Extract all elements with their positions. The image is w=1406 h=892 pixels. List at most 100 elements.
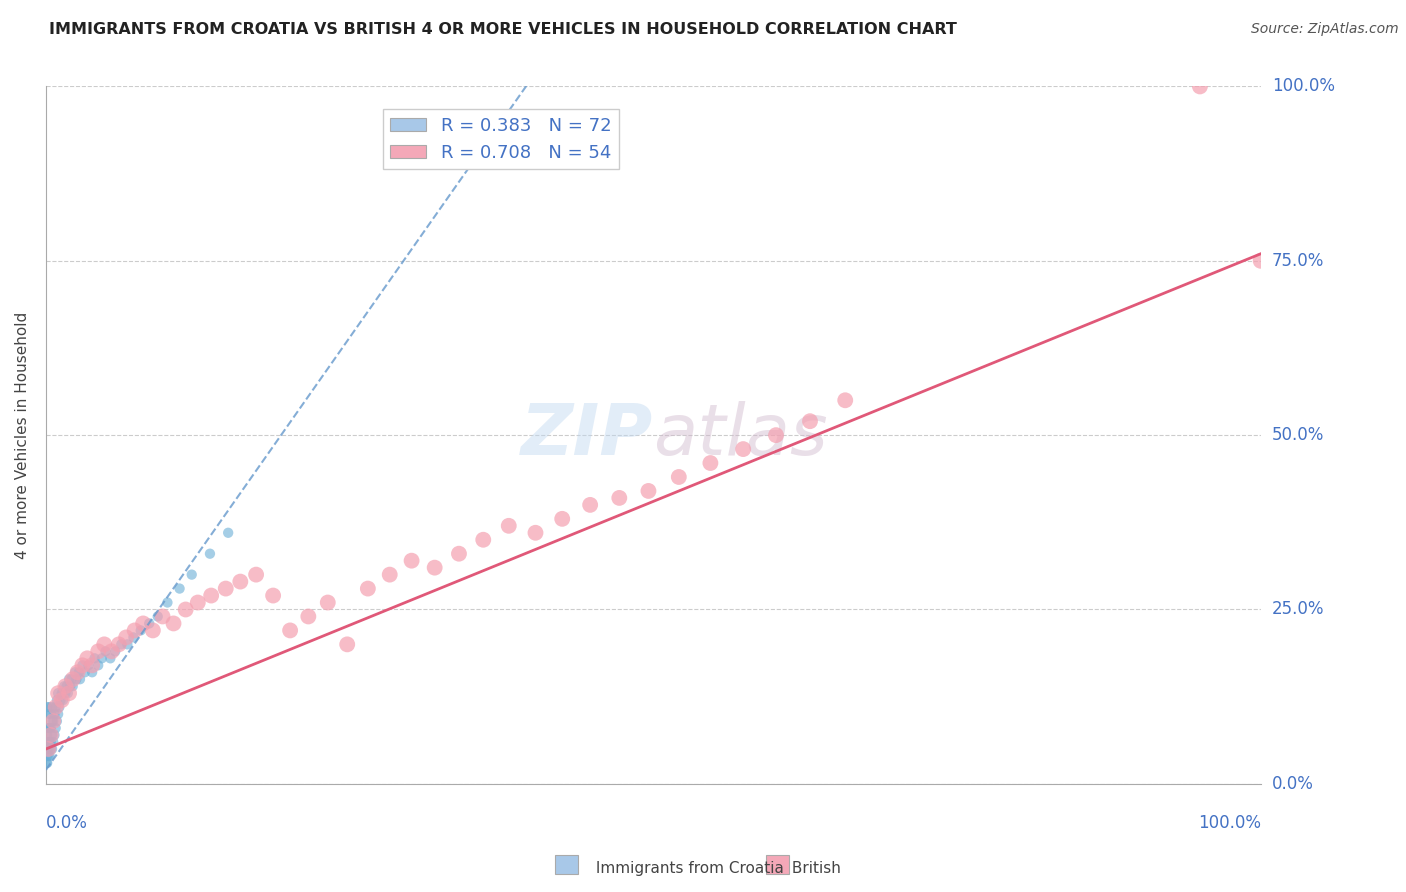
Point: [765, 428, 787, 442]
Point: [37, 721, 59, 735]
Point: [52, 693, 75, 707]
Point: [733, 442, 755, 456]
Point: [39, 721, 62, 735]
Point: [637, 483, 659, 498]
Point: [37, 748, 59, 763]
Point: [58, 686, 80, 700]
Point: [174, 602, 197, 616]
Text: 0.0%: 0.0%: [46, 814, 87, 832]
Point: [132, 616, 155, 631]
Point: [82, 658, 104, 673]
Point: [45, 721, 67, 735]
Point: [39, 728, 62, 742]
Text: Source: ZipAtlas.com: Source: ZipAtlas.com: [1251, 22, 1399, 37]
Point: [401, 554, 423, 568]
Point: [38, 721, 60, 735]
Point: [187, 595, 209, 609]
Point: [122, 631, 145, 645]
Point: [699, 456, 721, 470]
Point: [53, 679, 76, 693]
Point: [51, 686, 73, 700]
Point: [138, 616, 160, 631]
Point: [82, 665, 104, 680]
Point: [152, 609, 174, 624]
Point: [66, 665, 89, 680]
Point: [579, 498, 602, 512]
Point: [146, 609, 169, 624]
Point: [45, 693, 67, 707]
Point: [55, 679, 77, 693]
Point: [104, 644, 127, 658]
Point: [63, 665, 86, 680]
Point: [45, 700, 67, 714]
Point: [46, 686, 69, 700]
Point: [38, 700, 60, 714]
Text: British: British: [787, 861, 841, 876]
Point: [37, 742, 59, 756]
Point: [198, 547, 221, 561]
Point: [39, 742, 62, 756]
Point: [316, 595, 339, 609]
Point: [41, 728, 63, 742]
Point: [799, 414, 821, 428]
Point: [262, 589, 284, 603]
Point: [94, 644, 117, 658]
Point: [38, 748, 60, 763]
Point: [215, 582, 238, 596]
Point: [124, 624, 146, 638]
Point: [156, 595, 179, 609]
Point: [58, 672, 80, 686]
Point: [77, 658, 100, 673]
Point: [56, 686, 79, 700]
Point: [44, 707, 66, 722]
Point: [357, 582, 380, 596]
Point: [447, 547, 470, 561]
Point: [498, 518, 520, 533]
Point: [180, 567, 202, 582]
Point: [45, 700, 67, 714]
Text: IMMIGRANTS FROM CROATIA VS BRITISH 4 OR MORE VEHICLES IN HOUSEHOLD CORRELATION C: IMMIGRANTS FROM CROATIA VS BRITISH 4 OR …: [49, 22, 957, 37]
Text: ZIP: ZIP: [522, 401, 654, 470]
Text: 100.0%: 100.0%: [1198, 814, 1261, 832]
Point: [76, 651, 98, 665]
Point: [37, 700, 59, 714]
Y-axis label: 4 or more Vehicles in Household: 4 or more Vehicles in Household: [15, 311, 30, 558]
Point: [46, 686, 69, 700]
Point: [62, 679, 84, 693]
Point: [41, 700, 63, 714]
Point: [37, 742, 59, 756]
Point: [524, 525, 547, 540]
Point: [93, 637, 115, 651]
Text: 100.0%: 100.0%: [1272, 78, 1334, 95]
Point: [39, 707, 62, 722]
Point: [37, 728, 59, 742]
Point: [423, 560, 446, 574]
Point: [44, 728, 66, 742]
Point: [49, 693, 72, 707]
Point: [62, 672, 84, 686]
Point: [37, 721, 59, 735]
Point: [245, 567, 267, 582]
Point: [38, 735, 60, 749]
Text: 0.0%: 0.0%: [1272, 775, 1313, 793]
Point: [42, 714, 65, 728]
Text: 75.0%: 75.0%: [1272, 252, 1324, 269]
Point: [98, 651, 121, 665]
Point: [115, 631, 138, 645]
Point: [55, 679, 77, 693]
Point: [200, 589, 222, 603]
Point: [607, 491, 630, 505]
Point: [59, 679, 82, 693]
Point: [83, 651, 105, 665]
Point: [336, 637, 359, 651]
Point: [72, 658, 94, 673]
Text: 25.0%: 25.0%: [1272, 600, 1324, 618]
Point: [378, 567, 401, 582]
Text: atlas: atlas: [654, 401, 828, 470]
Point: [217, 525, 239, 540]
Point: [69, 672, 91, 686]
Point: [90, 651, 112, 665]
Point: [42, 735, 65, 749]
Point: [87, 658, 110, 673]
Point: [87, 644, 110, 658]
